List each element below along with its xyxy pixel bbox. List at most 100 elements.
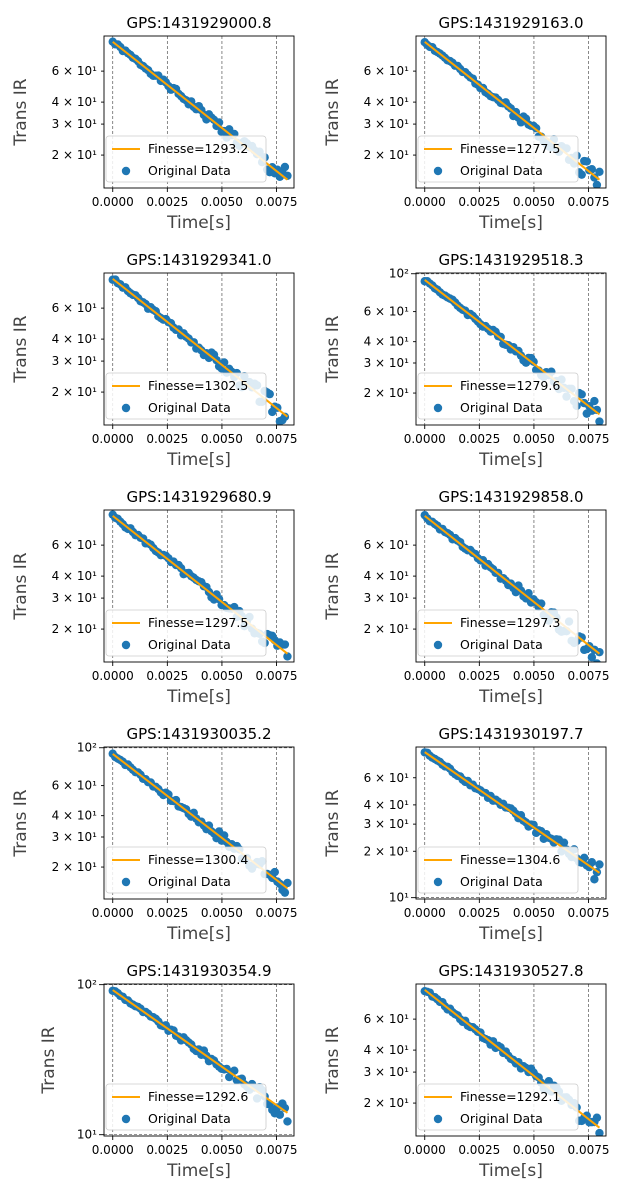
y-tick-label: 4 × 10¹ — [364, 569, 410, 583]
legend-fit-label: Finesse=1302.5 — [148, 378, 248, 393]
y-axis-label: Trans IR — [323, 789, 343, 857]
legend-box — [105, 1083, 267, 1131]
y-tick-label: 4 × 10¹ — [52, 332, 98, 346]
data-point — [280, 162, 290, 172]
x-tick-label: 0.0025 — [146, 906, 188, 920]
legend-fit-label: Finesse=1293.2 — [148, 141, 248, 156]
x-axis-label: Time[s] — [166, 687, 231, 707]
y-tick-label: 6 × 10¹ — [364, 771, 410, 785]
subplot-1: GPS:1431929000.8 0.0000 0.0025 0.0050 0.0075… — [11, 14, 298, 233]
data-point — [590, 875, 599, 884]
y-tick-label: 2 × 10¹ — [364, 1096, 410, 1110]
y-axis-label: Trans IR — [11, 78, 31, 146]
y-tick-label: 10² — [77, 978, 97, 992]
x-axis-label: Time[s] — [478, 924, 543, 944]
subplot-4: GPS:1431929518.3 0.0000 0.0025 0.0050 0.0075… — [323, 251, 610, 470]
legend-point-swatch — [433, 1114, 443, 1124]
y-axis-label: Trans IR — [323, 1026, 343, 1094]
y-tick-label: 2 × 10¹ — [52, 860, 98, 874]
y-tick-label: 2 × 10¹ — [52, 385, 98, 399]
y-axis-label: Trans IR — [11, 552, 31, 620]
data-point — [275, 1110, 285, 1119]
legend-box — [105, 846, 267, 894]
legend-point-swatch — [433, 640, 443, 650]
y-tick-label: 4 × 10¹ — [364, 1043, 410, 1057]
legend: Finesse=1300.4 Original Data — [105, 846, 267, 894]
x-tick-label: 0.0075 — [256, 669, 298, 683]
x-tick-label: 0.0050 — [513, 906, 555, 920]
y-tick-label: 2 × 10¹ — [364, 622, 410, 636]
x-tick-label: 0.0075 — [568, 906, 610, 920]
data-point — [595, 417, 604, 425]
data-point — [283, 652, 292, 661]
legend-fit-label: Finesse=1300.4 — [148, 852, 248, 867]
data-point — [577, 390, 586, 399]
subplot-title: GPS:1431930197.7 — [439, 725, 584, 743]
data-point — [280, 412, 290, 422]
data-point — [283, 1117, 292, 1126]
legend-fit-label: Finesse=1297.3 — [460, 615, 560, 630]
legend-data-label: Original Data — [148, 400, 231, 415]
x-axis-label: Time[s] — [166, 1161, 231, 1181]
x-tick-label: 0.0000 — [404, 1143, 446, 1157]
y-tick-label: 2 × 10¹ — [52, 148, 98, 162]
legend-point-swatch — [121, 877, 131, 887]
legend-box — [105, 372, 267, 420]
axes-frame — [415, 272, 607, 426]
y-tick-label: 2 × 10¹ — [364, 386, 410, 400]
subplot-5: GPS:1431929680.9 0.0000 0.0025 0.0050 0.0075… — [11, 488, 298, 707]
legend-box — [417, 372, 579, 420]
x-tick-label: 0.0075 — [568, 1143, 610, 1157]
x-tick-label: 0.0050 — [201, 906, 243, 920]
legend: Finesse=1293.2 Original Data — [105, 135, 267, 183]
x-tick-label: 0.0025 — [458, 432, 500, 446]
subplot-3: GPS:1431929341.0 0.0000 0.0025 0.0050 0.0075… — [11, 251, 298, 470]
legend-box — [105, 609, 267, 657]
x-axis-label: Time[s] — [478, 213, 543, 233]
y-tick-label: 10¹ — [77, 1128, 97, 1142]
axes-frame — [415, 35, 607, 189]
x-tick-label: 0.0050 — [513, 1143, 555, 1157]
subplot-6: GPS:1431929858.0 0.0000 0.0025 0.0050 0.0075… — [323, 488, 610, 707]
y-tick-label: 2 × 10¹ — [52, 622, 98, 636]
data-point — [270, 867, 279, 877]
legend-data-label: Original Data — [460, 1111, 543, 1126]
legend-box — [417, 846, 579, 894]
x-tick-label: 0.0075 — [256, 906, 298, 920]
x-tick-label: 0.0050 — [201, 432, 243, 446]
data-point — [590, 396, 599, 406]
data-point — [577, 170, 586, 179]
y-tick-label: 3 × 10¹ — [364, 356, 410, 370]
legend-point-swatch — [121, 166, 131, 176]
subplot-title: GPS:1431929163.0 — [439, 14, 584, 32]
y-tick-label: 2 × 10¹ — [364, 148, 410, 162]
legend: Finesse=1297.5 Original Data — [105, 609, 267, 657]
y-tick-label: 6 × 10¹ — [364, 64, 410, 78]
x-tick-label: 0.0025 — [146, 1143, 188, 1157]
legend-data-label: Original Data — [460, 163, 543, 178]
legend-data-label: Original Data — [148, 163, 231, 178]
data-point — [595, 647, 604, 657]
data-point — [592, 1113, 602, 1122]
subplot-title: GPS:1431929680.9 — [127, 488, 272, 506]
axes-frame — [415, 509, 607, 663]
x-tick-label: 0.0075 — [256, 1143, 298, 1157]
x-tick-label: 0.0000 — [92, 906, 134, 920]
legend-fit-label: Finesse=1279.6 — [460, 378, 560, 393]
y-axis-label: Trans IR — [11, 315, 31, 383]
y-tick-label: 10² — [77, 741, 97, 755]
y-tick-label: 6 × 10¹ — [52, 64, 98, 78]
y-axis-label: Trans IR — [323, 78, 343, 146]
data-point — [582, 1111, 591, 1120]
x-tick-label: 0.0050 — [513, 195, 555, 209]
legend-data-label: Original Data — [460, 400, 543, 415]
legend-data-label: Original Data — [148, 1111, 231, 1126]
y-tick-label: 6 × 10¹ — [52, 538, 98, 552]
legend-data-label: Original Data — [460, 637, 543, 652]
y-tick-label: 3 × 10¹ — [52, 830, 98, 844]
x-tick-label: 0.0050 — [513, 432, 555, 446]
data-point — [592, 180, 602, 188]
y-tick-label: 3 × 10¹ — [364, 591, 410, 605]
x-tick-label: 0.0000 — [404, 906, 446, 920]
subplot-10: GPS:1431930527.8 0.0000 0.0025 0.0050 0.0075… — [323, 962, 610, 1181]
